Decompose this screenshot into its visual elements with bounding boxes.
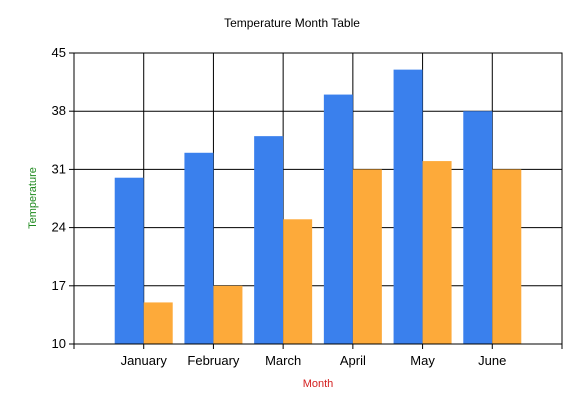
x-tick-label: February <box>187 353 240 368</box>
bar <box>254 136 284 344</box>
bar <box>352 169 382 344</box>
x-tick-label: June <box>478 353 506 368</box>
y-tick-label: 45 <box>52 45 66 60</box>
y-tick-label: 17 <box>52 278 66 293</box>
y-tick-label: 38 <box>52 103 66 118</box>
plot-frame <box>73 52 563 345</box>
chart-title: Temperature Month Table <box>224 16 360 30</box>
y-tick-label: 31 <box>52 161 66 176</box>
x-axis-title: Month <box>303 378 334 390</box>
bar <box>422 161 452 344</box>
axis-layer <box>69 52 563 349</box>
bar <box>213 285 243 344</box>
x-tick-label: May <box>410 353 435 368</box>
labels-layer: 10 17 24 31 38 45 January February March April May… <box>52 45 507 368</box>
y-tick-label: 24 <box>52 220 66 235</box>
bar <box>114 177 144 344</box>
x-tick-label: March <box>265 353 301 368</box>
y-tick-label: 10 <box>52 336 66 351</box>
bar <box>323 94 353 344</box>
bar <box>463 111 493 344</box>
x-tick-label: January <box>121 353 168 368</box>
bar <box>283 219 313 344</box>
bar <box>143 302 173 344</box>
bars-layer <box>114 69 522 344</box>
bar <box>492 169 522 344</box>
y-axis-title: Temperature <box>27 167 39 229</box>
bar <box>184 152 214 344</box>
bar <box>393 69 423 344</box>
x-tick-label: April <box>340 353 366 368</box>
